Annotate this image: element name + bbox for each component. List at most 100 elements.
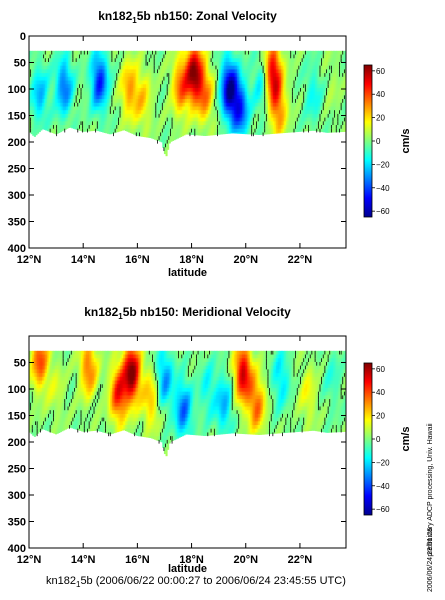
velocity-cell xyxy=(246,50,249,55)
velocity-cell xyxy=(194,73,197,78)
velocity-cell xyxy=(87,102,90,107)
velocity-cell xyxy=(124,99,127,104)
velocity-cell xyxy=(219,106,222,111)
velocity-cell xyxy=(251,76,254,81)
velocity-cell xyxy=(178,73,181,78)
velocity-cell xyxy=(217,121,220,126)
velocity-cell xyxy=(154,121,157,126)
velocity-cell xyxy=(339,50,342,55)
velocity-cell xyxy=(319,99,323,104)
velocity-cell xyxy=(131,132,134,134)
velocity-cell xyxy=(173,61,176,67)
velocity-cell xyxy=(254,110,257,115)
velocity-cell xyxy=(40,50,43,55)
velocity-cell xyxy=(61,80,64,85)
velocity-cell xyxy=(337,106,340,111)
velocity-cell xyxy=(85,128,88,132)
velocity-cell xyxy=(105,65,108,70)
velocity-cell xyxy=(181,117,184,122)
velocity-cell xyxy=(332,125,336,130)
velocity-cell xyxy=(159,69,162,74)
velocity-cell xyxy=(29,50,32,55)
velocity-cell xyxy=(139,65,142,70)
velocity-cell xyxy=(133,76,136,81)
velocity-cell xyxy=(33,50,36,55)
velocity-cell xyxy=(245,69,248,74)
velocity-cell xyxy=(186,113,189,119)
velocity-cell xyxy=(319,110,323,115)
velocity-cell xyxy=(38,117,41,122)
velocity-cell xyxy=(64,61,67,67)
velocity-cell xyxy=(193,106,196,111)
velocity-cell xyxy=(141,84,144,89)
velocity-cell xyxy=(246,117,249,122)
velocity-cell xyxy=(29,380,32,385)
velocity-cell xyxy=(219,125,222,130)
velocity-cell xyxy=(279,128,282,133)
velocity-cell xyxy=(201,113,204,119)
velocity-cell xyxy=(46,54,49,59)
velocity-cell xyxy=(263,110,266,115)
velocity-cell xyxy=(123,106,126,111)
velocity-cell xyxy=(196,110,199,115)
velocity-cell xyxy=(175,58,178,63)
velocity-cell xyxy=(311,121,314,126)
velocity-cell xyxy=(141,113,144,119)
velocity-cell xyxy=(71,106,74,111)
velocity-cell xyxy=(326,117,329,122)
velocity-cell xyxy=(97,91,100,96)
velocity-cell xyxy=(150,106,153,111)
velocity-cell xyxy=(344,54,346,59)
velocity-cell xyxy=(243,50,246,55)
velocity-cell xyxy=(207,95,210,100)
velocity-cell xyxy=(42,54,45,59)
velocity-cell xyxy=(137,69,140,74)
velocity-cell xyxy=(159,73,162,78)
velocity-cell xyxy=(326,110,329,115)
velocity-cell xyxy=(87,106,90,111)
velocity-cell xyxy=(150,91,153,96)
velocity-cell xyxy=(318,117,321,122)
velocity-cell xyxy=(74,69,77,74)
velocity-cell xyxy=(199,132,202,136)
velocity-cell xyxy=(167,139,170,144)
velocity-cell xyxy=(142,61,145,67)
velocity-cell xyxy=(303,65,306,70)
velocity-cell xyxy=(284,99,287,104)
velocity-cell xyxy=(189,117,192,122)
velocity-cell xyxy=(160,139,163,143)
velocity-cell xyxy=(204,87,207,93)
velocity-cell xyxy=(237,54,240,59)
velocity-cell xyxy=(290,84,293,89)
velocity-cell xyxy=(227,121,230,126)
velocity-cell xyxy=(157,106,160,111)
velocity-cell xyxy=(339,91,342,96)
colorbar-label: cm/s xyxy=(400,128,412,153)
velocity-cell xyxy=(121,106,124,111)
velocity-cell xyxy=(144,58,147,63)
velocity-cell xyxy=(69,106,72,111)
velocity-cell xyxy=(254,125,257,130)
velocity-cell xyxy=(43,125,46,130)
velocity-cell xyxy=(206,73,209,78)
velocity-cell xyxy=(53,125,56,130)
velocity-cell xyxy=(131,125,134,130)
velocity-cell xyxy=(116,125,119,130)
velocity-cell xyxy=(85,91,88,96)
velocity-cell xyxy=(129,76,132,81)
velocity-cell xyxy=(154,87,157,93)
velocity-cell xyxy=(243,128,246,133)
velocity-cell xyxy=(61,128,64,132)
velocity-cell xyxy=(72,73,75,78)
velocity-cell xyxy=(193,91,196,96)
velocity-cell xyxy=(168,50,171,55)
velocity-cell xyxy=(311,91,314,96)
velocity-cell xyxy=(74,84,77,89)
velocity-cell xyxy=(92,125,95,130)
velocity-cell xyxy=(172,113,175,119)
velocity-cell xyxy=(331,121,334,126)
velocity-cell xyxy=(238,84,241,89)
velocity-cell xyxy=(81,113,84,119)
velocity-cell xyxy=(276,54,279,59)
velocity-cell xyxy=(95,50,98,55)
